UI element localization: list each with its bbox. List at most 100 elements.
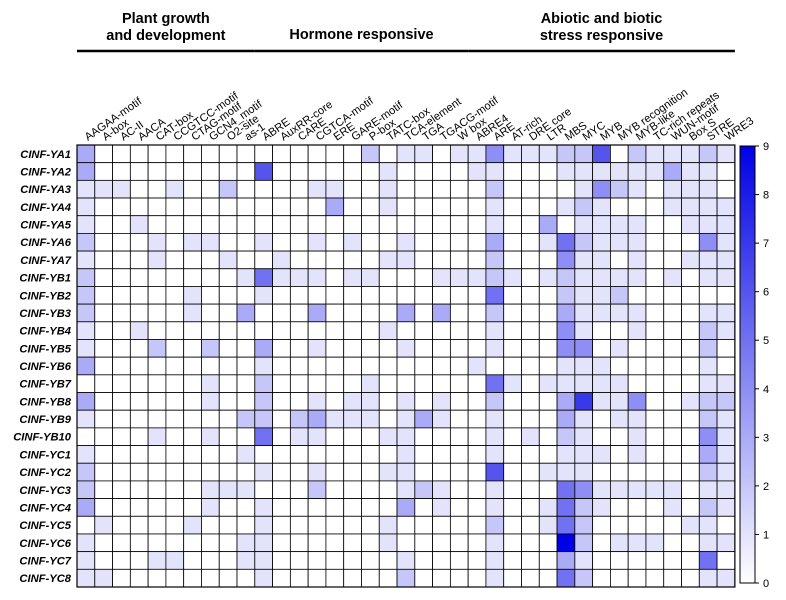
heatmap-cell [503, 250, 522, 270]
heatmap-cell [556, 144, 576, 164]
heatmap-cell [165, 551, 185, 570]
heatmap-cell [272, 462, 291, 482]
heatmap-cell [414, 321, 434, 340]
heatmap-cell [378, 480, 398, 500]
heatmap-cell [165, 515, 185, 535]
heatmap-cell [236, 480, 256, 500]
heatmap-cell [432, 374, 451, 393]
heatmap-cell [112, 409, 131, 429]
heatmap-cell [467, 409, 487, 429]
heatmap-cell [645, 480, 665, 500]
heatmap-cell [716, 409, 736, 429]
heatmap-cell [112, 339, 131, 358]
heatmap-cell [236, 339, 256, 358]
heatmap-cell [681, 409, 700, 429]
heatmap-cell [681, 498, 700, 517]
heatmap-cell [432, 551, 451, 570]
heatmap-cell [94, 268, 113, 287]
heatmap-cell [645, 215, 665, 234]
heatmap-cell [467, 568, 487, 588]
heatmap-cell [396, 462, 416, 482]
heatmap-cell [414, 568, 434, 588]
heatmap-cell [165, 339, 185, 358]
heatmap-cell [521, 321, 540, 340]
heatmap-cell [485, 162, 505, 181]
heatmap-cell [343, 144, 362, 164]
heatmap-cell [503, 162, 522, 181]
heatmap-cell [361, 179, 380, 199]
heatmap-cell [378, 568, 398, 588]
heatmap-cell [716, 427, 736, 446]
heatmap-cell [663, 197, 682, 217]
heatmap-cell [610, 533, 629, 553]
colorbar-tick-label: 8 [763, 190, 769, 202]
heatmap-cell [147, 445, 167, 464]
colorbar-tick-label: 0 [763, 578, 769, 590]
heatmap-cell [218, 462, 238, 482]
heatmap-cell [521, 197, 540, 217]
heatmap-cell [165, 374, 185, 393]
heatmap-cell [485, 498, 505, 517]
heatmap-cell [698, 268, 718, 287]
heatmap-cell [503, 480, 522, 500]
heatmap-cell [325, 303, 345, 323]
row-label: CINF-YA1 [20, 149, 71, 161]
heatmap-cell [183, 427, 202, 446]
heatmap-cell [307, 480, 327, 500]
heatmap-cell [627, 286, 647, 305]
heatmap-cell [627, 533, 647, 553]
heatmap-cell [538, 321, 558, 340]
heatmap-cell [76, 480, 96, 500]
heatmap-cell [538, 250, 558, 270]
heatmap-cell [485, 215, 505, 234]
heatmap-cell [663, 162, 682, 181]
heatmap-cell [414, 232, 434, 252]
heatmap-cell [414, 197, 434, 217]
heatmap-cell [396, 215, 416, 234]
heatmap-cell [716, 515, 736, 535]
heatmap-cell [645, 374, 665, 393]
heatmap-cell [521, 268, 540, 287]
heatmap-cell [503, 303, 522, 323]
colorbar-tick-label: 3 [763, 432, 769, 444]
heatmap-cell [663, 533, 682, 553]
heatmap-cell [610, 392, 629, 411]
heatmap-cell [592, 515, 611, 535]
heatmap-cell [432, 515, 451, 535]
heatmap-cell [307, 268, 327, 287]
heatmap-cell [183, 445, 202, 464]
heatmap-cell [289, 197, 309, 217]
heatmap-cell [627, 409, 647, 429]
heatmap-cell [343, 409, 362, 429]
heatmap-cell [698, 551, 718, 570]
heatmap-cell [503, 215, 522, 234]
heatmap-cell [165, 286, 185, 305]
colorbar-tick-label: 2 [763, 481, 769, 493]
heatmap-cell [361, 321, 380, 340]
heatmap-cell [325, 268, 345, 287]
heatmap-cell [610, 551, 629, 570]
heatmap-cell [432, 162, 451, 181]
heatmap-cell [343, 515, 362, 535]
row-label: CINF-YA2 [20, 167, 72, 179]
heatmap-cell [485, 197, 505, 217]
heatmap-cell [414, 179, 434, 199]
heatmap-cell [645, 321, 665, 340]
heatmap-cell [538, 286, 558, 305]
heatmap-cell [503, 409, 522, 429]
heatmap-cell [467, 250, 487, 270]
heatmap-cell [201, 427, 220, 446]
row-label: CINF-YB9 [19, 414, 71, 426]
heatmap-cell [183, 392, 202, 411]
heatmap-cell [165, 179, 185, 199]
heatmap-cell [289, 409, 309, 429]
heatmap-cell [76, 286, 96, 305]
heatmap-cell [432, 250, 451, 270]
heatmap-cell [396, 144, 416, 164]
heatmap-cell [218, 197, 238, 217]
heatmap-cell [556, 215, 576, 234]
heatmap-cell [503, 356, 522, 376]
heatmap-cell [76, 268, 96, 287]
heatmap-cell [681, 232, 700, 252]
heatmap-cell [147, 356, 167, 376]
